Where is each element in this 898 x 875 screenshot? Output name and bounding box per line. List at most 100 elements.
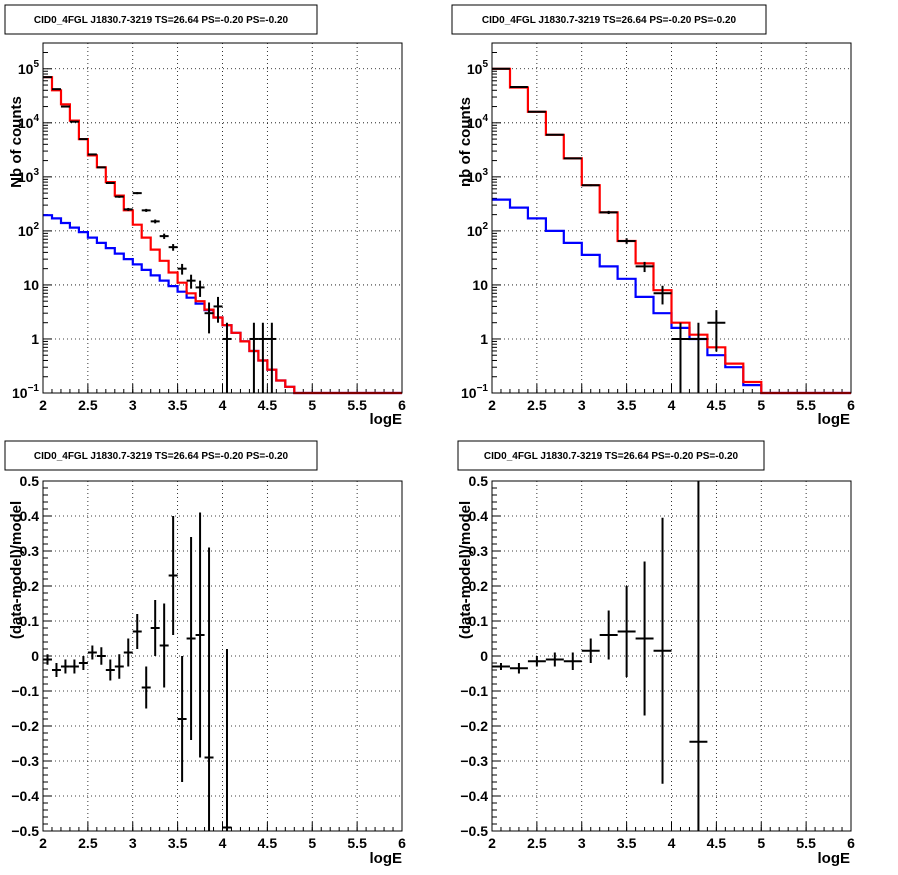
title-box <box>4 440 318 471</box>
top-left-panel: CID0_4FGL J1830.7-3219 TS=26.64 PS=-0.20… <box>4 4 406 428</box>
x-tick-label: 6 <box>847 397 855 413</box>
y-tick-label: 0.2 <box>20 578 40 594</box>
y-tick-label: 10−1 <box>12 383 39 401</box>
x-tick-label: 4 <box>668 397 676 413</box>
plot-frame <box>42 480 403 832</box>
y-axis-title: (data-model)/model <box>457 501 474 639</box>
x-tick-label: 4 <box>219 397 227 413</box>
x-tick-label: 6 <box>398 397 406 413</box>
title-box <box>451 4 767 35</box>
y-tick-label: 103 <box>18 167 40 185</box>
x-tick-label: 3.5 <box>168 835 188 851</box>
title-box <box>457 440 765 471</box>
top-right-panel: CID0_4FGL J1830.7-3219 TS=26.64 PS=-0.20… <box>451 4 855 428</box>
plot-frame <box>42 42 403 394</box>
x-tick-label: 3 <box>129 397 137 413</box>
x-tick-label: 5 <box>308 835 316 851</box>
y-tick-label: 105 <box>18 59 40 77</box>
x-axis-title: logE <box>818 850 851 867</box>
plot-area: 2 2.5 3 3.5 4 4.5 5 5.5 6 −0.5 −0.4 −0.3 −0.2 −0.1 0 0.… <box>11 473 406 851</box>
x-tick-label: 5 <box>757 397 765 413</box>
x-tick-label: 2.5 <box>527 397 547 413</box>
x-tick-label: 6 <box>847 835 855 851</box>
y-tick-label: 0 <box>31 648 39 664</box>
x-tick-label: 5.5 <box>796 835 816 851</box>
y-tick-label: −0.3 <box>460 753 488 769</box>
y-tick-label: 10 <box>23 277 39 293</box>
bottom-right-panel: CID0_4FGL J1830.7-3219 TS=26.64 PS=-0.20… <box>457 440 855 867</box>
y-tick-label: −0.2 <box>460 718 488 734</box>
x-tick-label: 5.5 <box>347 835 367 851</box>
x-tick-label: 2.5 <box>78 835 98 851</box>
y-tick-label: 104 <box>18 113 40 131</box>
y-tick-label: −0.1 <box>11 683 39 699</box>
y-tick-label: 0.4 <box>20 508 40 524</box>
y-axis-title: nb of counts <box>457 97 474 187</box>
x-tick-label: 4 <box>668 835 676 851</box>
x-tick-label: 3 <box>578 397 586 413</box>
bottom-left-panel: CID0_4FGL J1830.7-3219 TS=26.64 PS=-0.20… <box>4 440 406 867</box>
x-tick-label: 2 <box>488 835 496 851</box>
y-tick-label: 0.1 <box>20 613 40 629</box>
y-tick-label: 0.2 <box>469 578 489 594</box>
y-axis-title: (data-model)/model <box>8 501 25 639</box>
x-tick-label: 2 <box>39 835 47 851</box>
y-tick-label: −0.4 <box>11 788 39 804</box>
x-tick-label: 5.5 <box>796 397 816 413</box>
plot-frame <box>491 480 852 832</box>
title-box <box>4 4 318 35</box>
x-tick-label: 3 <box>129 835 137 851</box>
x-tick-label: 3.5 <box>617 397 637 413</box>
x-tick-label: 4.5 <box>707 835 727 851</box>
y-tick-label: 102 <box>467 221 489 239</box>
plot-area: 2 2.5 3 3.5 4 4.5 5 5.5 6 10−1 1 10 102 103 104 105 <box>12 42 406 413</box>
plot-area: 2 2.5 3 3.5 4 4.5 5 5.5 6 −0.5 −0.4 −0.3 −0.2 −0.1 0 0.… <box>460 473 855 851</box>
x-tick-label: 2 <box>39 397 47 413</box>
y-tick-label: 105 <box>467 59 489 77</box>
y-tick-label: 1 <box>31 331 39 347</box>
x-tick-label: 2.5 <box>527 835 547 851</box>
y-tick-label: −0.1 <box>460 683 488 699</box>
y-tick-label: 0.5 <box>20 473 40 489</box>
y-tick-label: 10 <box>472 277 488 293</box>
y-tick-label: 0.5 <box>469 473 489 489</box>
y-tick-label: −0.4 <box>460 788 488 804</box>
chart-title: CID0_4FGL J1830.7-3219 TS=26.64 PS=-0.20… <box>34 451 289 462</box>
y-tick-label: 0 <box>480 648 488 664</box>
y-tick-label: −0.5 <box>11 823 39 839</box>
x-tick-label: 6 <box>398 835 406 851</box>
plot-frame <box>491 42 852 394</box>
model-total-line <box>492 67 851 395</box>
y-tick-label: 1 <box>480 331 488 347</box>
y-tick-label: 0.1 <box>469 613 489 629</box>
x-axis-title: logE <box>370 850 403 867</box>
x-tick-label: 5 <box>308 397 316 413</box>
chart-title: CID0_4FGL J1830.7-3219 TS=26.64 PS=-0.20… <box>34 15 289 26</box>
x-tick-label: 2.5 <box>78 397 98 413</box>
y-tick-label: 0.3 <box>469 543 489 559</box>
y-tick-label: −0.3 <box>11 753 39 769</box>
x-axis-title: logE <box>370 411 403 428</box>
y-tick-label: 102 <box>18 221 40 239</box>
x-tick-label: 4.5 <box>258 397 278 413</box>
y-tick-label: −0.5 <box>460 823 488 839</box>
x-tick-label: 4.5 <box>707 397 727 413</box>
x-tick-label: 2 <box>488 397 496 413</box>
chart-title: CID0_4FGL J1830.7-3219 TS=26.64 PS=-0.20… <box>482 15 737 26</box>
x-tick-label: 4 <box>219 835 227 851</box>
plot-area: 2 2.5 3 3.5 4 4.5 5 5.5 6 10−1 1 10 102 103 104 105 <box>461 42 855 413</box>
y-tick-label: 0.3 <box>20 543 40 559</box>
x-tick-label: 5 <box>757 835 765 851</box>
y-tick-label: 0.4 <box>469 508 489 524</box>
x-tick-label: 3.5 <box>168 397 188 413</box>
x-tick-label: 3.5 <box>617 835 637 851</box>
y-tick-label: 10−1 <box>461 383 488 401</box>
x-axis-title: logE <box>818 411 851 428</box>
x-tick-label: 5.5 <box>347 397 367 413</box>
x-tick-label: 3 <box>578 835 586 851</box>
x-tick-label: 4.5 <box>258 835 278 851</box>
y-tick-label: 104 <box>467 113 489 131</box>
chart-title: CID0_4FGL J1830.7-3219 TS=26.64 PS=-0.20… <box>484 451 739 462</box>
